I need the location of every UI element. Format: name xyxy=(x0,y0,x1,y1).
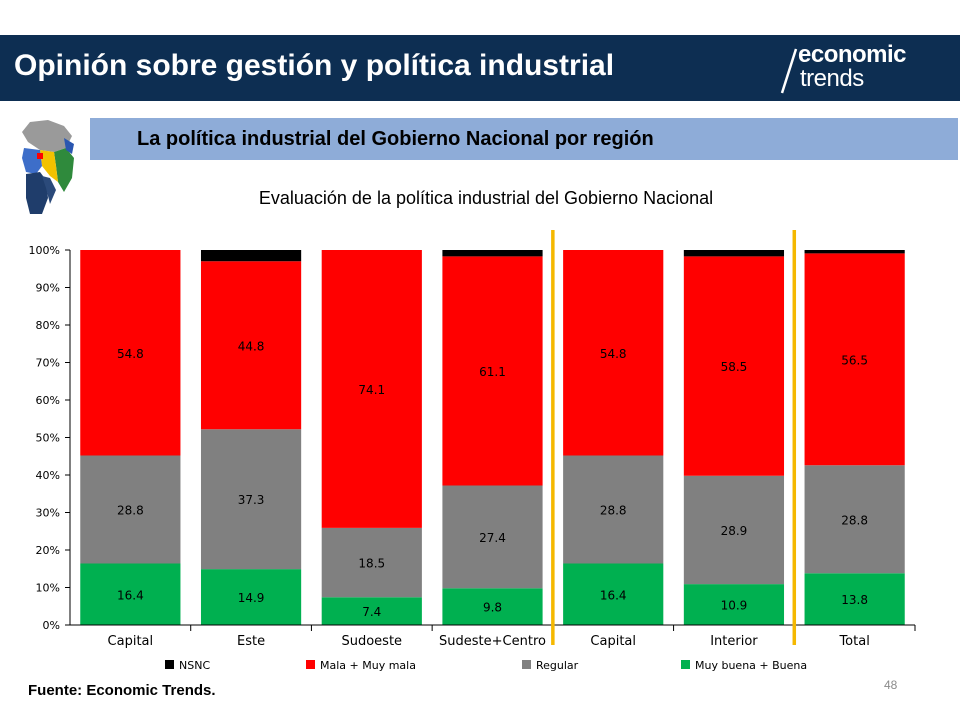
data-label: 16.4 xyxy=(117,588,144,602)
bar-segment-muy-buena-buena xyxy=(442,588,543,625)
stacked-bar-chart: Evaluación de la política industrial del… xyxy=(29,188,916,672)
x-tick-label: Sudeste+Centro xyxy=(439,634,546,649)
data-label: 7.4 xyxy=(362,605,381,619)
bar-segment-muy-buena-buena xyxy=(200,569,302,625)
legend-swatch xyxy=(165,660,174,669)
data-label: 14.9 xyxy=(238,591,265,605)
data-label: 58.5 xyxy=(721,360,748,374)
bar-segment-mala-muy-mala xyxy=(80,250,181,456)
legend-swatch xyxy=(306,660,315,669)
logo-text-economic: economic xyxy=(798,41,907,68)
bar-segment-mala-muy-mala xyxy=(321,250,422,528)
y-tick-label: 90% xyxy=(36,282,60,295)
data-label: 44.8 xyxy=(238,339,265,353)
data-label: 16.4 xyxy=(600,588,627,602)
bar-segment-regular xyxy=(80,455,181,564)
bar-segment-muy-buena-buena xyxy=(563,563,664,625)
data-label: 37.3 xyxy=(238,493,265,507)
chart-title: Evaluación de la política industrial del… xyxy=(259,188,713,208)
bar-segment-mala-muy-mala xyxy=(683,256,785,476)
y-tick-label: 80% xyxy=(36,319,60,332)
y-tick-label: 0% xyxy=(43,619,60,632)
bar-segment-mala-muy-mala xyxy=(200,261,302,430)
logo-slash-icon xyxy=(780,48,798,94)
y-tick-label: 10% xyxy=(36,582,60,595)
page-title: Opinión sobre gestión y política industr… xyxy=(14,49,615,82)
data-label: 61.1 xyxy=(479,365,506,379)
legend-swatch xyxy=(522,660,531,669)
bar-segment-muy-buena-buena xyxy=(683,584,785,625)
data-label: 54.8 xyxy=(117,347,144,361)
x-tick-label: Este xyxy=(237,634,265,649)
bar-segment-muy-buena-buena xyxy=(804,573,905,625)
y-tick-label: 100% xyxy=(29,244,60,257)
bar-segment-mala-muy-mala xyxy=(804,253,905,466)
argentina-regions-map-icon xyxy=(22,120,74,214)
data-label: 28.8 xyxy=(841,513,868,527)
bar-segment-muy-buena-buena xyxy=(321,597,422,625)
bar-segment-regular xyxy=(683,475,785,585)
legend-label: Regular xyxy=(536,659,579,672)
data-label: 18.5 xyxy=(358,557,385,571)
x-tick-label: Total xyxy=(838,634,869,649)
bar-segment-nsnc xyxy=(442,250,543,257)
data-label: 74.1 xyxy=(358,383,385,397)
y-tick-label: 60% xyxy=(36,394,60,407)
bar-segment-muy-buena-buena xyxy=(80,563,181,625)
data-label: 9.8 xyxy=(483,601,502,615)
data-label: 13.8 xyxy=(841,593,868,607)
x-tick-label: Capital xyxy=(108,634,154,649)
data-label: 54.8 xyxy=(600,347,627,361)
bar-segment-nsnc xyxy=(804,250,905,254)
y-tick-label: 70% xyxy=(36,357,60,370)
data-label: 28.9 xyxy=(721,524,748,538)
data-label: 28.8 xyxy=(117,504,144,518)
x-tick-label: Capital xyxy=(590,634,636,649)
data-label: 10.9 xyxy=(721,599,748,613)
bar-segment-nsnc xyxy=(683,250,785,257)
section-subtitle: La política industrial del Gobierno Naci… xyxy=(137,128,654,150)
y-tick-label: 50% xyxy=(36,432,60,445)
bar-segment-mala-muy-mala xyxy=(442,256,543,486)
y-tick-label: 40% xyxy=(36,469,60,482)
header-bar: Opinión sobre gestión y política industr… xyxy=(0,35,960,101)
legend-swatch xyxy=(681,660,690,669)
source-note: Fuente: Economic Trends. xyxy=(28,682,216,699)
logo-text-trends: trends xyxy=(800,65,864,92)
economic-trends-logo: economic trends xyxy=(778,39,953,97)
bar-segment-regular xyxy=(563,455,664,564)
legend-label: NSNC xyxy=(179,659,210,672)
bar-segment-regular xyxy=(804,465,905,574)
legend-label: Muy buena + Buena xyxy=(695,659,807,672)
page-number: 48 xyxy=(884,678,898,692)
x-tick-label: Interior xyxy=(710,634,758,649)
bar-segment-regular xyxy=(200,429,302,570)
y-tick-label: 30% xyxy=(36,507,60,520)
data-label: 28.8 xyxy=(600,504,627,518)
bar-segment-mala-muy-mala xyxy=(563,250,664,456)
legend-label: Mala + Muy mala xyxy=(320,659,416,672)
y-tick-label: 20% xyxy=(36,544,60,557)
data-label: 56.5 xyxy=(841,353,868,367)
bar-segment-nsnc xyxy=(200,250,302,262)
bar-segment-regular xyxy=(321,527,422,598)
data-label: 27.4 xyxy=(479,531,506,545)
bar-segment-regular xyxy=(442,485,543,589)
subtitle-band: La política industrial del Gobierno Naci… xyxy=(90,118,958,160)
x-tick-label: Sudoeste xyxy=(341,634,402,649)
